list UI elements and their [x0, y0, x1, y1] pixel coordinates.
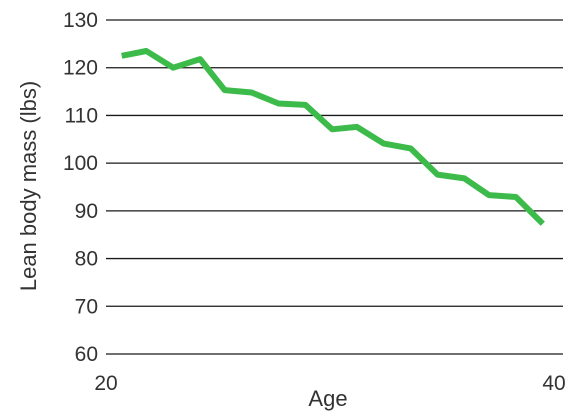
y-tick-label: 70	[75, 295, 98, 318]
x-axis-label: Age	[308, 386, 347, 411]
y-tick-label: 90	[75, 200, 98, 223]
y-tick-label: 80	[75, 248, 98, 271]
y-tick-label: 130	[63, 9, 98, 32]
series-line-0	[121, 48, 545, 226]
x-tick-labels: 20 40	[94, 372, 565, 395]
series-group	[121, 48, 545, 226]
y-tick-label: 60	[75, 343, 98, 366]
x-tick-label: 20	[94, 372, 117, 395]
x-tick-label: 40	[542, 372, 565, 395]
y-tick-label: 100	[63, 152, 98, 175]
y-tick-label: 110	[65, 104, 98, 127]
y-tick-label: 120	[63, 57, 98, 80]
y-axis-label: Lean body mass (lbs)	[16, 81, 41, 291]
y-tick-labels: 60 70 80 90 100 110 120 130	[63, 9, 98, 366]
